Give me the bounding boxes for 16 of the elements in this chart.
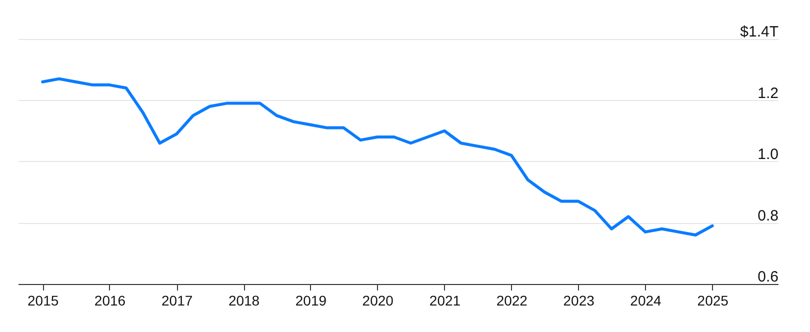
x-tick-label: 2016 (94, 292, 126, 308)
y-tick-label: 0.6 (758, 268, 778, 286)
y-tick-label: 1.0 (758, 146, 778, 163)
x-tick-label: 2017 (162, 292, 193, 308)
x-tick-label: 2024 (630, 292, 662, 308)
y-tick-label: 0.8 (758, 207, 778, 224)
y-tick-label: 1.2 (758, 84, 778, 102)
x-tick-label: 2020 (362, 292, 394, 308)
y-tick-label: $1.4T (740, 24, 778, 40)
x-tick-label: 2022 (496, 292, 528, 308)
x-tick-label: 2023 (563, 292, 595, 308)
x-tick-label: 2018 (228, 292, 260, 308)
x-tick-label: 2019 (295, 292, 327, 308)
x-tick-label: 2025 (697, 292, 729, 308)
x-tick-label: 2015 (27, 292, 59, 308)
x-tick-label: 2021 (429, 292, 461, 308)
